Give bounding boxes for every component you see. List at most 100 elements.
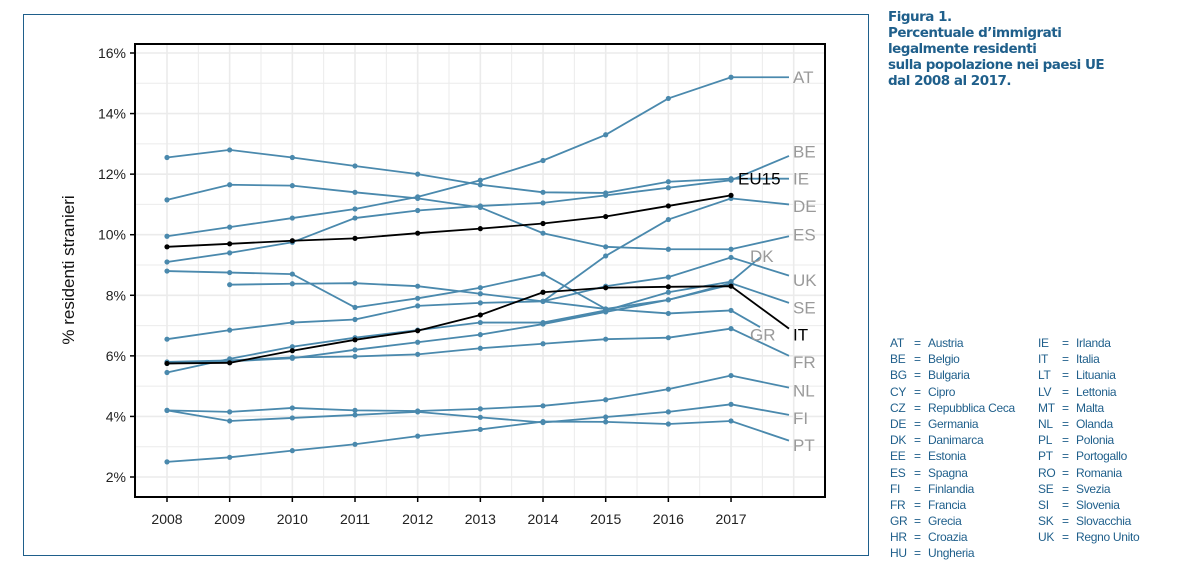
x-tick-label: 2015 [590, 511, 621, 527]
data-point-cz [415, 339, 421, 345]
data-point-se [289, 281, 295, 287]
legend-item-se: SE = Svezia [1038, 481, 1187, 497]
data-point-ie [728, 176, 734, 182]
data-point-uk [227, 327, 233, 333]
data-point-eu15 [352, 235, 358, 241]
legend-country-name: Estonia [928, 449, 966, 464]
data-point-nl [603, 397, 609, 403]
legend-item-cy: CY = Cipro [890, 384, 1050, 400]
data-point-dk [289, 344, 295, 350]
data-point-fr [352, 353, 358, 360]
data-point-it [227, 360, 233, 366]
x-tick-label: 2011 [340, 511, 370, 527]
data-point-at [289, 215, 295, 221]
series-fi [164, 401, 790, 426]
line-chart: 2% 4% 6% 8% 10% 12% 14% 16% 2008 2009 2010 2011 201… [59, 43, 826, 527]
legend-equals: = [914, 336, 921, 350]
data-point-at [540, 157, 546, 164]
series-pt [164, 418, 790, 465]
data-point-gr [477, 285, 483, 291]
legend-item-si: SI = Slovenia [1038, 497, 1187, 513]
data-point-dk [164, 369, 170, 376]
x-tick-label: 2013 [465, 511, 496, 527]
legend-country-name: Romania [1076, 465, 1122, 480]
data-point-es [728, 246, 734, 252]
legend-code: GR [890, 514, 908, 529]
series-label-gr: GR [750, 326, 776, 345]
legend-equals: = [914, 530, 921, 545]
data-point-es [352, 189, 358, 195]
legend-country-name: Croazia [928, 530, 968, 545]
y-tick-label: 6% [106, 348, 126, 364]
data-point-uk [352, 316, 358, 323]
legend-code: IT [1038, 352, 1049, 367]
caption-line: sulla popolazione nei paesi UE [888, 57, 1105, 73]
data-point-at [665, 95, 671, 102]
legend-item-uk: UK = Regno Unito [1038, 529, 1187, 545]
data-point-de [603, 253, 609, 259]
data-point-pt [728, 418, 734, 424]
legend-equals: = [914, 546, 921, 561]
data-point-gr [665, 310, 671, 317]
data-point-at [728, 74, 734, 80]
series-line-fi [166, 403, 790, 424]
data-point-ie [665, 179, 671, 185]
legend-code: BE [890, 352, 906, 367]
series-uk [164, 254, 790, 342]
data-point-uk [164, 336, 170, 342]
data-point-fr [728, 326, 734, 332]
data-point-fi [289, 415, 295, 421]
legend-country-name: Bulgaria [928, 368, 970, 383]
legend-equals: = [914, 384, 921, 399]
y-axis: 2% 4% 6% 8% 10% 12% 14% 16% [98, 45, 135, 485]
data-point-fr [415, 351, 421, 357]
data-point-it [415, 328, 421, 334]
legend-code: UK [1038, 530, 1055, 545]
series-label-fr: FR [793, 353, 816, 372]
series-line-eu15 [166, 194, 732, 248]
x-tick-label: 2008 [151, 511, 182, 527]
series-at [164, 74, 789, 239]
data-point-eu15 [728, 192, 734, 198]
legend-equals: = [1062, 336, 1069, 350]
legend-item-cz: CZ = Repubblica Ceca [890, 400, 1050, 416]
legend-equals: = [914, 449, 921, 464]
data-point-gr [227, 269, 233, 276]
legend-code: MT [1038, 400, 1055, 415]
data-point-eu15 [415, 230, 421, 236]
series-label-nl: NL [793, 382, 815, 401]
series-line-uk [166, 256, 790, 341]
data-point-pt [477, 426, 483, 433]
data-point-nl [665, 386, 671, 392]
legend-code: RO [1038, 465, 1056, 480]
legend-item-hr: HR = Croazia [890, 529, 1050, 545]
legend-item-at: AT = Austria [890, 335, 1050, 351]
data-point-se [415, 283, 421, 289]
data-point-es [603, 244, 609, 250]
data-point-be [227, 250, 233, 256]
legend-item-bg: BG = Bulgaria [890, 367, 1050, 383]
series-line-be [166, 155, 790, 263]
x-tick-label: 2009 [214, 511, 245, 527]
data-point-pt [603, 419, 609, 425]
data-point-gr [415, 295, 421, 301]
y-tick-label: 2% [106, 469, 126, 485]
data-point-es [665, 246, 671, 252]
data-point-gr [352, 304, 358, 310]
data-point-ie [477, 182, 483, 188]
data-point-es [227, 182, 233, 188]
series-line-es [166, 183, 790, 251]
series-line-ie [166, 149, 789, 194]
legend-equals: = [914, 400, 921, 415]
legend-equals: = [1062, 368, 1069, 383]
data-point-fi [227, 418, 233, 424]
data-point-uk [289, 319, 295, 326]
data-point-fi [603, 414, 609, 420]
caption-line: Figura 1. [888, 9, 952, 25]
legend-code: DK [890, 433, 907, 448]
legend-country-name: Slovacchia [1076, 514, 1132, 529]
figure-caption: Figura 1. Percentuale d’immigrati legalm… [888, 9, 1178, 89]
y-tick-label: 16% [98, 45, 126, 61]
data-point-pt [352, 441, 358, 447]
data-point-gr [289, 271, 295, 277]
